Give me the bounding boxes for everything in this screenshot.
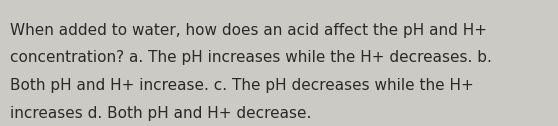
Text: Both pH and H+ increase. c. The pH decreases while the H+: Both pH and H+ increase. c. The pH decre… — [10, 78, 474, 93]
Text: increases d. Both pH and H+ decrease.: increases d. Both pH and H+ decrease. — [10, 106, 311, 121]
Text: concentration? a. The pH increases while the H+ decreases. b.: concentration? a. The pH increases while… — [10, 50, 492, 65]
Text: When added to water, how does an acid affect the pH and H+: When added to water, how does an acid af… — [10, 23, 487, 38]
